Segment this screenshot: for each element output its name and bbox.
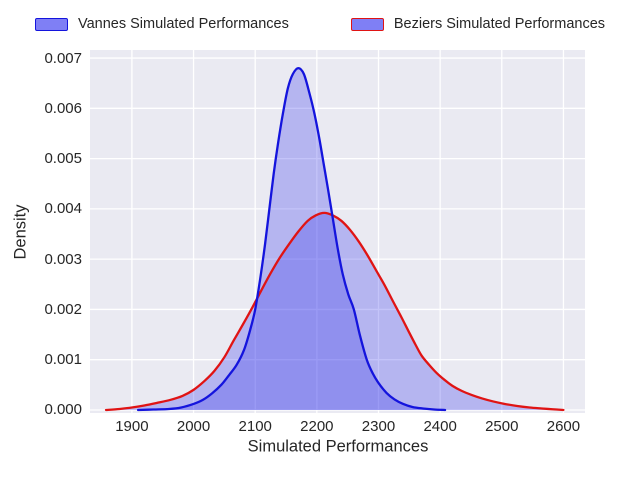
x-tick-label: 2200 bbox=[300, 418, 334, 435]
vannes-density-curve bbox=[136, 66, 447, 412]
x-axis-label: Simulated Performances bbox=[247, 437, 429, 456]
y-tick-label: 0.006 bbox=[44, 99, 82, 117]
legend-entry-beziers: Beziers Simulated Performances bbox=[350, 16, 606, 32]
y-tick-label: 0.001 bbox=[44, 351, 82, 369]
y-tick-label: 0.007 bbox=[44, 49, 82, 67]
x-tick-label: 1900 bbox=[115, 418, 149, 435]
x-tick-label: 2500 bbox=[485, 418, 519, 435]
vannes-legend-label: Vannes Simulated Performances bbox=[77, 16, 289, 32]
x-tick-label: 2100 bbox=[238, 418, 272, 435]
plot-background bbox=[90, 50, 585, 413]
y-tick-label: 0.005 bbox=[44, 150, 82, 168]
x-tick-label: 2600 bbox=[546, 418, 581, 435]
beziers-legend-swatch bbox=[350, 18, 384, 31]
beziers-legend-label: Beziers Simulated Performances bbox=[393, 16, 606, 32]
y-tick-label: 0.004 bbox=[44, 200, 82, 218]
beziers-density-curve bbox=[104, 211, 565, 412]
legend: Vannes Simulated Performances Beziers Si… bbox=[0, 17, 640, 32]
legend-entry-vannes: Vannes Simulated Performances bbox=[34, 16, 289, 32]
x-tick-label: 2300 bbox=[361, 418, 396, 435]
y-tick-label: 0.000 bbox=[44, 401, 82, 419]
x-tick-label: 2400 bbox=[423, 418, 457, 435]
y-tick-label: 0.002 bbox=[44, 300, 82, 318]
beziers-density-fill bbox=[106, 212, 564, 410]
x-tick-label: 2000 bbox=[176, 418, 211, 435]
y-tick-label: 0.003 bbox=[44, 250, 82, 268]
vannes-legend-swatch bbox=[34, 18, 68, 31]
